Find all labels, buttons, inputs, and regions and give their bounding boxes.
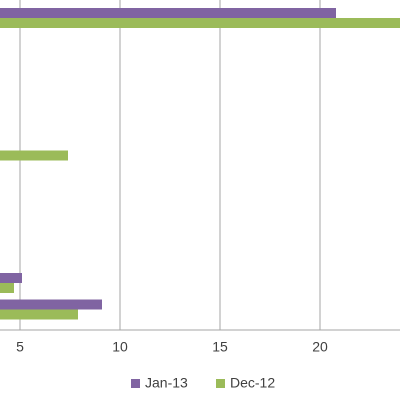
legend-swatch <box>216 379 225 388</box>
x-tick-label: 10 <box>112 339 128 355</box>
x-tick-label: 20 <box>312 339 328 355</box>
legend-label: Jan-13 <box>145 375 188 391</box>
bar <box>0 283 14 293</box>
bar <box>0 18 400 28</box>
legend-label: Dec-12 <box>230 375 275 391</box>
x-tick-label: 15 <box>212 339 228 355</box>
legend-swatch <box>131 379 140 388</box>
x-tick-label: 5 <box>16 339 24 355</box>
bar <box>0 309 78 320</box>
bar <box>0 150 68 161</box>
bar <box>0 8 336 18</box>
bar <box>0 299 102 310</box>
bar <box>0 273 22 283</box>
